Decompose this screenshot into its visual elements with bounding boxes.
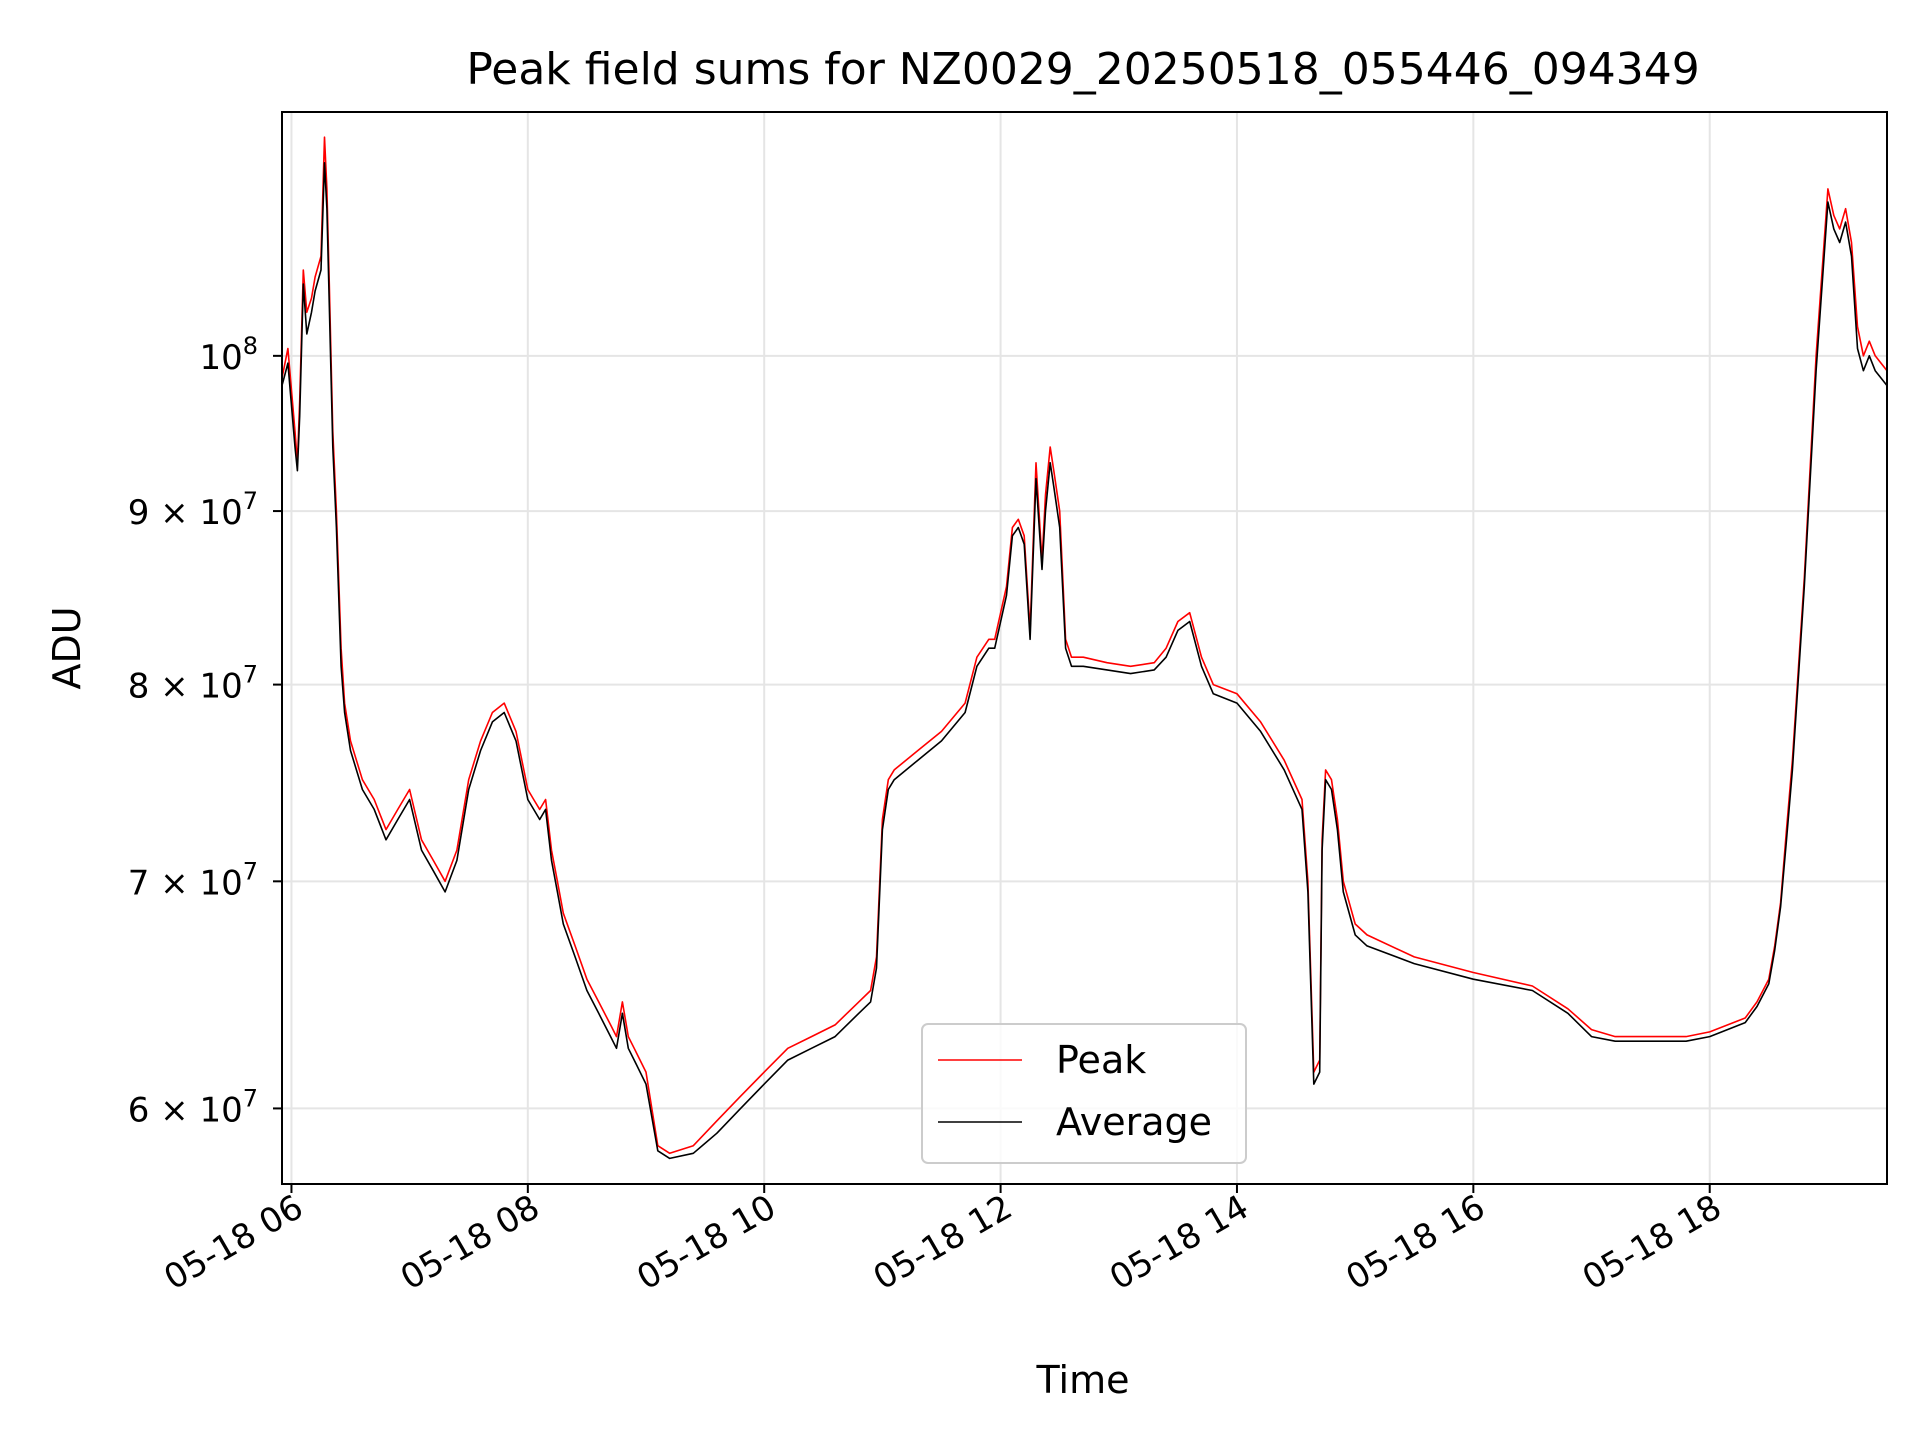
y-tick-label-base: 7 × 10 <box>128 863 243 903</box>
y-tick-label: 7 × 107 <box>128 857 258 903</box>
legend-box <box>921 1023 1247 1164</box>
plot-lines <box>282 136 1887 1160</box>
y-tick-label: 108 <box>199 332 258 378</box>
y-tick-label-exponent: 7 <box>243 487 258 515</box>
y-axis-label: ADU <box>45 606 89 689</box>
x-axis-label: Time <box>1036 1358 1130 1402</box>
y-tick-label: 9 × 107 <box>128 487 258 533</box>
legend-label-average: Average <box>1056 1100 1212 1144</box>
y-tick-label-base: 10 <box>199 338 242 378</box>
chart-title: Peak field sums for NZ0029_20250518_0554… <box>466 44 1699 95</box>
y-tick-label-exponent: 7 <box>243 857 258 885</box>
y-tick-label-base: 9 × 10 <box>128 493 243 533</box>
y-tick-label-exponent: 7 <box>243 1084 258 1112</box>
plot-frame <box>281 111 1888 1185</box>
grid <box>282 112 1887 1184</box>
y-tick-label: 8 × 107 <box>128 661 258 707</box>
y-tick-label-exponent: 8 <box>243 332 258 360</box>
y-tick-label: 6 × 107 <box>128 1084 258 1130</box>
legend-label-peak: Peak <box>1056 1038 1146 1082</box>
y-tick-label-base: 6 × 10 <box>128 1090 243 1130</box>
legend: Peak Average <box>921 1023 1247 1164</box>
y-tick-label-base: 8 × 10 <box>128 667 243 707</box>
series-line-peak <box>282 136 1887 1155</box>
y-tick-label-exponent: 7 <box>243 661 258 689</box>
series-line-average <box>282 162 1887 1160</box>
